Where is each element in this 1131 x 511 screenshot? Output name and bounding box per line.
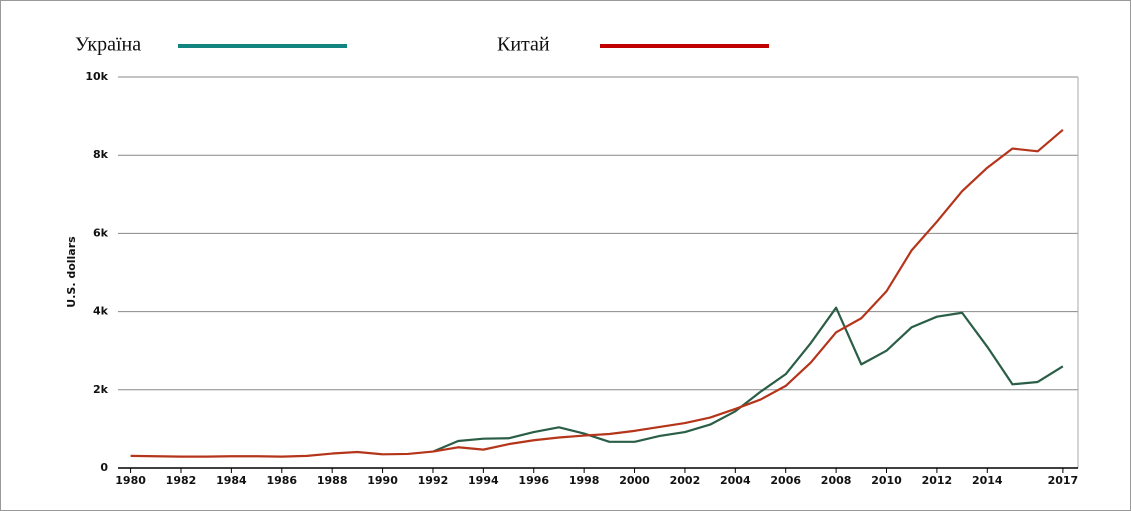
x-tick-label: 2000 xyxy=(619,474,650,487)
x-tick-label: 2006 xyxy=(770,474,801,487)
legend-label: Китай xyxy=(497,34,550,56)
x-tick-label: 1992 xyxy=(418,474,449,487)
x-tick-label: 1986 xyxy=(266,474,297,487)
x-tick-label: 1998 xyxy=(569,474,600,487)
x-tick-label: 2012 xyxy=(922,474,953,487)
x-tick-label: 1994 xyxy=(468,474,499,487)
x-tick-label: 2017 xyxy=(1048,474,1079,487)
y-tick-label: 4k xyxy=(93,305,109,318)
x-tick-label: 1982 xyxy=(166,474,197,487)
x-tick-label: 2008 xyxy=(821,474,852,487)
x-tick-label: 2002 xyxy=(670,474,701,487)
y-tick-label: 8k xyxy=(93,148,109,161)
y-tick-label: 10k xyxy=(85,70,108,83)
x-tick-label: 2014 xyxy=(972,474,1003,487)
y-tick-label: 0 xyxy=(100,461,108,474)
x-tick-label: 1996 xyxy=(518,474,549,487)
x-tick-label: 1984 xyxy=(216,474,247,487)
y-tick-label: 6k xyxy=(93,226,109,239)
series-line xyxy=(432,306,1064,453)
x-tick-label: 1990 xyxy=(367,474,398,487)
y-axis-label: U.S. dollars xyxy=(65,236,78,308)
x-tick-label: 2004 xyxy=(720,474,751,487)
y-tick-label: 2k xyxy=(93,383,109,396)
x-tick-label: 2010 xyxy=(871,474,902,487)
x-tick-label: 1980 xyxy=(115,474,146,487)
legend-label: Україна xyxy=(75,34,141,56)
x-tick-label: 1988 xyxy=(317,474,348,487)
series-line xyxy=(130,128,1064,458)
